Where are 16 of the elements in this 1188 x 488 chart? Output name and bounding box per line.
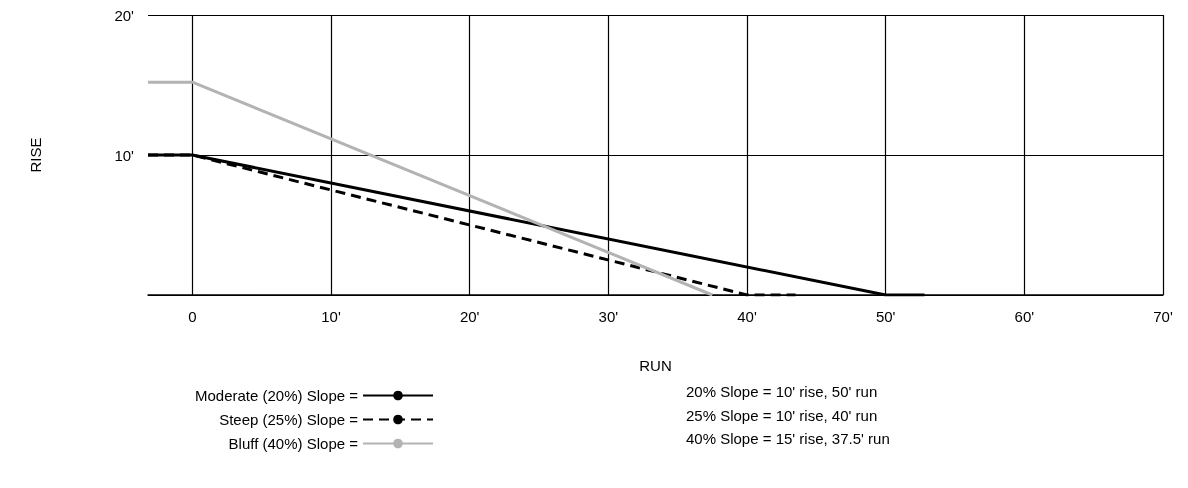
text: 25% Slope = 10' rise, 40' run (686, 406, 878, 424)
x-tick-label: 60' (1014, 308, 1035, 325)
x-tick-label: 50' (875, 308, 896, 325)
y-axis-title: RISE (27, 137, 44, 173)
x-tick-label: 0 (188, 308, 197, 325)
x-axis-title: RUN (639, 357, 672, 374)
x-tick-label: 70' (1153, 308, 1173, 325)
x-tick-label: 30' (598, 308, 619, 325)
legend-label: Bluff (40%) Slope = (228, 435, 359, 452)
legend-label: Steep (25%) Slope = (219, 411, 359, 428)
x-tick-label: 40' (737, 308, 757, 325)
legend-label: Moderate (20%) Slope = (194, 387, 359, 404)
text: 20% Slope = 10' rise, 50' run (686, 383, 878, 400)
x-tick-label: 10' (321, 308, 341, 325)
text: 40% Slope = 15' rise, 37.5' run (686, 430, 890, 447)
x-tick-label: 20' (459, 308, 480, 325)
